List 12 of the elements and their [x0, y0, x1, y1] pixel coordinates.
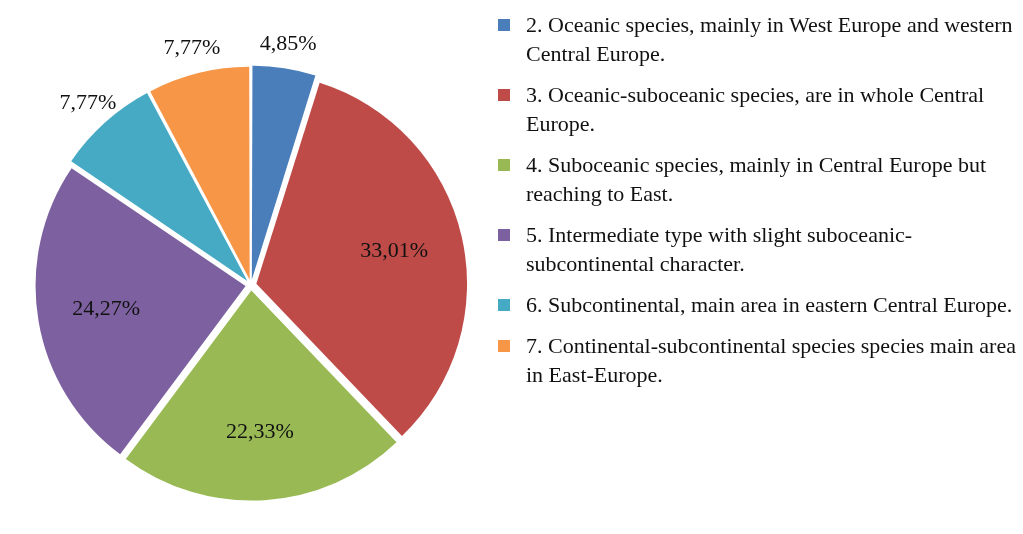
legend-label: 6. Subcontinental, main area in eastern Central Europe. [526, 292, 1013, 317]
data-label: 24,27% [72, 295, 140, 321]
data-label: 4,85% [259, 29, 317, 55]
data-label: 7,77% [163, 34, 221, 60]
legend-label: 5. Intermediate type with slight suboceanic-subcontinental character. [526, 222, 913, 276]
data-label: 7,77% [59, 89, 117, 115]
legend-label: 4. Suboceanic species, mainly in Central Europe but reaching to East. [526, 152, 987, 206]
data-label: 33,01% [360, 237, 429, 263]
legend-label: 2. Oceanic species, mainly in West Europe and western Central Europe. [526, 12, 1013, 66]
legend-label: 3. Oceanic-suboceanic species, are in whole Central Europe. [526, 82, 985, 136]
legend-label: 7. Continental-subcontinental species species main area in East-Europe. [526, 333, 1016, 387]
data-label: 22,33% [226, 417, 294, 443]
